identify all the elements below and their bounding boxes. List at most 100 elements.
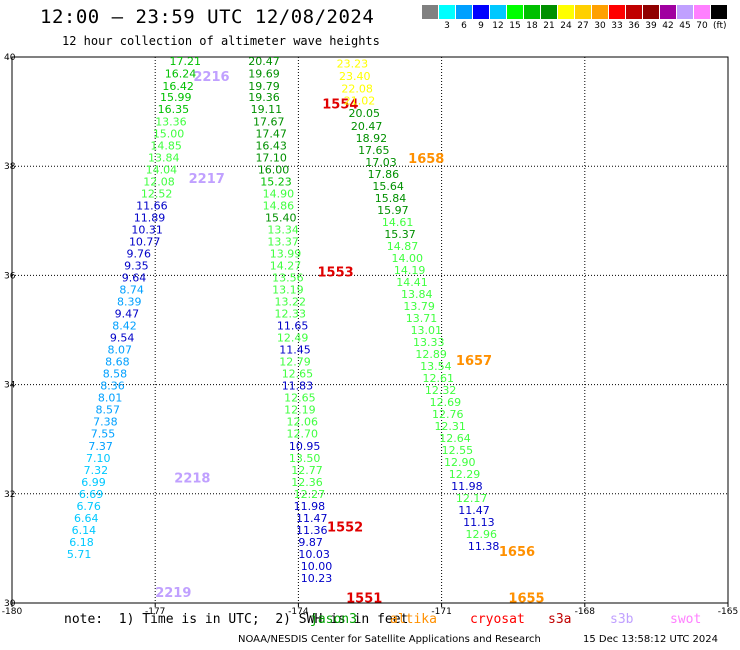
swh-value: 13.99	[270, 248, 302, 261]
colorbar-swatch	[694, 5, 710, 19]
swh-value: 12.90	[444, 456, 476, 469]
swh-value: 7.37	[88, 440, 113, 453]
colorbar-label: 42	[662, 21, 674, 31]
swh-value: 15.84	[375, 192, 407, 205]
swh-value: 17.47	[255, 127, 287, 140]
pass-time-label: 1553	[317, 266, 353, 281]
colorbar-unit: (ft)	[713, 21, 727, 31]
swh-value: 14.41	[396, 276, 428, 289]
swh-value: 12.31	[434, 420, 466, 433]
swh-value: 12.69	[430, 396, 462, 409]
pass-time-label: 1554	[322, 97, 358, 112]
colorbar-label: 30	[594, 21, 606, 31]
swh-value: 12.32	[425, 384, 457, 397]
swh-value: 13.36	[155, 115, 187, 128]
colorbar-swatch	[609, 5, 625, 19]
swh-value: 13.84	[148, 151, 180, 164]
swh-value: 10.77	[129, 236, 161, 249]
swh-value: 6.76	[76, 500, 101, 513]
swh-value: 5.71	[67, 548, 92, 561]
pass-time-label: 1658	[408, 152, 444, 167]
swh-value: 13.33	[413, 336, 445, 349]
swh-value: 13.37	[267, 236, 299, 249]
swh-value: 7.32	[84, 464, 109, 477]
swh-value: 12.89	[415, 348, 447, 361]
swh-value: 13.56	[272, 272, 304, 285]
swh-value: 8.74	[119, 284, 143, 297]
colorbar-swatch	[711, 5, 727, 19]
swh-value: 12.79	[279, 356, 311, 369]
swh-value: 11.38	[468, 540, 500, 553]
swh-value: 21.02	[344, 95, 376, 108]
colorbar-label: 70	[696, 21, 708, 31]
swh-value: 15.64	[372, 180, 404, 193]
swh-value: 10.31	[131, 224, 163, 237]
swh-value: 12.27	[294, 488, 326, 501]
swh-value: 15.40	[265, 212, 297, 225]
colorbar-label: 21	[543, 21, 555, 31]
satellite-jason3: jason3	[310, 612, 357, 627]
swh-value: 15.23	[260, 175, 292, 188]
swh-value: 10.23	[301, 572, 333, 585]
swh-value: 6.18	[69, 536, 94, 549]
swh-value: 12.70	[286, 428, 318, 441]
colorbar-swatch	[422, 5, 438, 19]
colorbar-swatch	[490, 5, 506, 19]
swh-value: 11.98	[294, 500, 326, 513]
colorbar-label: 3	[444, 21, 450, 31]
swh-value: 8.68	[105, 356, 130, 369]
colorbar-swatch	[660, 5, 676, 19]
swh-value: 14.85	[150, 139, 182, 152]
swh-value: 19.79	[248, 80, 280, 93]
swh-value: 11.98	[451, 480, 483, 493]
swh-value: 17.10	[255, 151, 287, 164]
swh-value: 12.36	[291, 476, 323, 489]
swh-value: 6.14	[72, 524, 97, 537]
pass-time-label: 2216	[193, 70, 229, 85]
swh-value: 7.10	[86, 452, 111, 465]
swh-value: 16.42	[162, 80, 194, 93]
swh-value: 12.17	[456, 492, 488, 505]
colorbar-swatch	[541, 5, 557, 19]
swh-value: 13.01	[411, 324, 443, 337]
colorbar-swatch	[473, 5, 489, 19]
pass-time-label: 1551	[346, 592, 382, 607]
colorbar-swatch	[592, 5, 608, 19]
colorbar-label: 6	[461, 21, 467, 31]
satellite-altika: altika	[390, 612, 437, 627]
swh-value: 15.00	[153, 127, 185, 140]
swh-value: 14.19	[394, 264, 426, 277]
colorbar-swatch	[456, 5, 472, 19]
swh-value: 14.04	[146, 163, 178, 176]
swh-value: 7.38	[93, 416, 118, 429]
colorbar-label: 24	[560, 21, 572, 31]
swh-value: 16.00	[258, 163, 290, 176]
y-tick-label: 30	[4, 599, 16, 609]
swh-value: 9.64	[122, 272, 147, 285]
swh-value: 12.08	[143, 175, 175, 188]
swh-value: 10.00	[301, 560, 333, 573]
swh-value: 14.90	[263, 188, 295, 201]
swh-value: 12.77	[291, 464, 323, 477]
colorbar-swatch	[677, 5, 693, 19]
swh-value: 12.29	[449, 468, 481, 481]
y-tick-label: 40	[4, 53, 16, 63]
swh-value: 12.55	[442, 444, 474, 457]
swh-value: 11.83	[282, 380, 314, 393]
swh-value: 6.69	[79, 488, 104, 501]
swh-value: 12.76	[432, 408, 464, 421]
x-tick-label: -171	[431, 607, 451, 617]
swh-value: 14.86	[263, 200, 295, 213]
swh-value: 20.47	[351, 120, 383, 133]
swh-value: 13.22	[275, 296, 307, 309]
footer-credit: NOAA/NESDIS Center for Satellite Applica…	[238, 634, 541, 645]
swh-value: 22.08	[341, 83, 373, 96]
swh-value: 9.87	[298, 536, 323, 549]
swh-value: 23.23	[337, 58, 369, 71]
swh-value: 11.89	[134, 212, 166, 225]
swh-value: 20.47	[248, 55, 280, 68]
footer-timestamp: 15 Dec 13:58:12 UTC 2024	[583, 634, 718, 645]
swh-value: 12.33	[275, 308, 307, 321]
swh-value: 11.66	[136, 200, 168, 213]
